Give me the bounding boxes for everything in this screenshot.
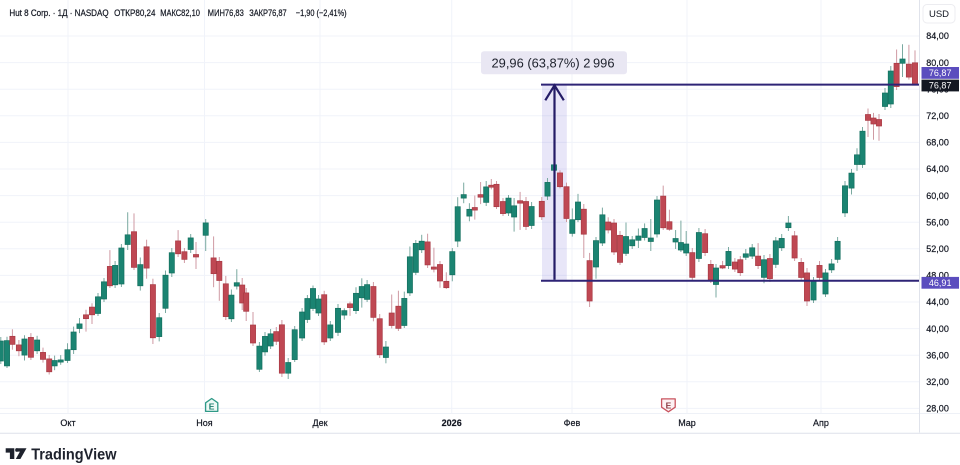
svg-text:60,00: 60,00 (926, 191, 949, 201)
svg-text:Hut 8 Corp. · 1Д · NASDAQ: Hut 8 Corp. · 1Д · NASDAQ (9, 8, 108, 18)
svg-text:29,96 (63,87%) 2 996: 29,96 (63,87%) 2 996 (492, 57, 615, 71)
svg-text:84,00: 84,00 (926, 31, 949, 41)
svg-text:ЗАКР76,87: ЗАКР76,87 (249, 8, 287, 18)
svg-text:МАКС82,10: МАКС82,10 (160, 8, 200, 18)
svg-text:64,00: 64,00 (926, 164, 949, 174)
svg-text:Окт: Окт (60, 418, 75, 428)
svg-text:ОТКР80,24: ОТКР80,24 (114, 8, 155, 18)
svg-text:46,91: 46,91 (929, 278, 952, 288)
svg-text:Фев: Фев (564, 418, 581, 428)
svg-text:МИН76,83: МИН76,83 (208, 8, 244, 18)
svg-text:28,00: 28,00 (926, 404, 949, 414)
svg-text:72,00: 72,00 (926, 111, 949, 121)
svg-text:68,00: 68,00 (926, 138, 949, 148)
svg-text:−1,90 (−2,41%): −1,90 (−2,41%) (296, 8, 347, 18)
svg-text:32,00: 32,00 (926, 377, 949, 387)
svg-text:44,00: 44,00 (926, 297, 949, 307)
svg-text:E: E (209, 401, 215, 411)
svg-text:Дек: Дек (312, 418, 327, 428)
svg-text:48,00: 48,00 (926, 271, 949, 281)
svg-text:52,00: 52,00 (926, 244, 949, 254)
svg-text:TradingView: TradingView (31, 447, 117, 464)
svg-text:40,00: 40,00 (926, 324, 949, 334)
svg-text:76,87: 76,87 (929, 68, 952, 78)
svg-text:80,00: 80,00 (926, 58, 949, 68)
svg-text:Апр: Апр (813, 418, 829, 428)
svg-text:E: E (666, 401, 672, 411)
svg-text:2026: 2026 (442, 418, 462, 428)
svg-text:Ноя: Ноя (196, 418, 213, 428)
svg-text:Мар: Мар (678, 418, 696, 428)
svg-text:76,87: 76,87 (929, 81, 952, 91)
svg-text:36,00: 36,00 (926, 350, 949, 360)
svg-text:56,00: 56,00 (926, 217, 949, 227)
svg-text:USD: USD (929, 9, 949, 20)
